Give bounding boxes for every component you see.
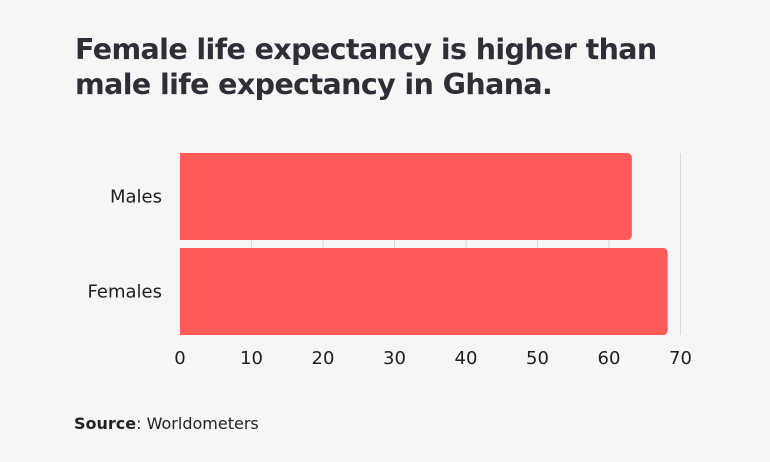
category-label: Males — [110, 187, 162, 208]
x-tick-label: 30 — [383, 348, 406, 369]
bar-males — [180, 153, 632, 240]
x-tick-label: 10 — [240, 348, 263, 369]
source-label: Source — [74, 414, 137, 433]
x-tick-label: 50 — [526, 348, 549, 369]
x-tick-label: 70 — [669, 348, 692, 369]
bar-females — [180, 248, 668, 335]
x-tick-label: 40 — [455, 348, 478, 369]
bar-chart: Males Females 0 10 20 30 40 50 60 70 — [88, 153, 692, 369]
x-tick-labels: 0 10 20 30 40 50 60 70 — [174, 348, 692, 369]
category-label: Females — [88, 282, 162, 303]
category-labels: Males Females — [88, 187, 162, 303]
bars — [180, 153, 668, 335]
x-tick-label: 60 — [598, 348, 621, 369]
x-tick-label: 0 — [174, 348, 185, 369]
chart-title: Female life expectancy is higher than ma… — [75, 33, 657, 101]
x-tick-label: 20 — [312, 348, 335, 369]
source-separator: : — [136, 414, 147, 433]
source-note: Source: Worldometers — [74, 414, 259, 433]
source-value: Worldometers — [146, 414, 259, 433]
